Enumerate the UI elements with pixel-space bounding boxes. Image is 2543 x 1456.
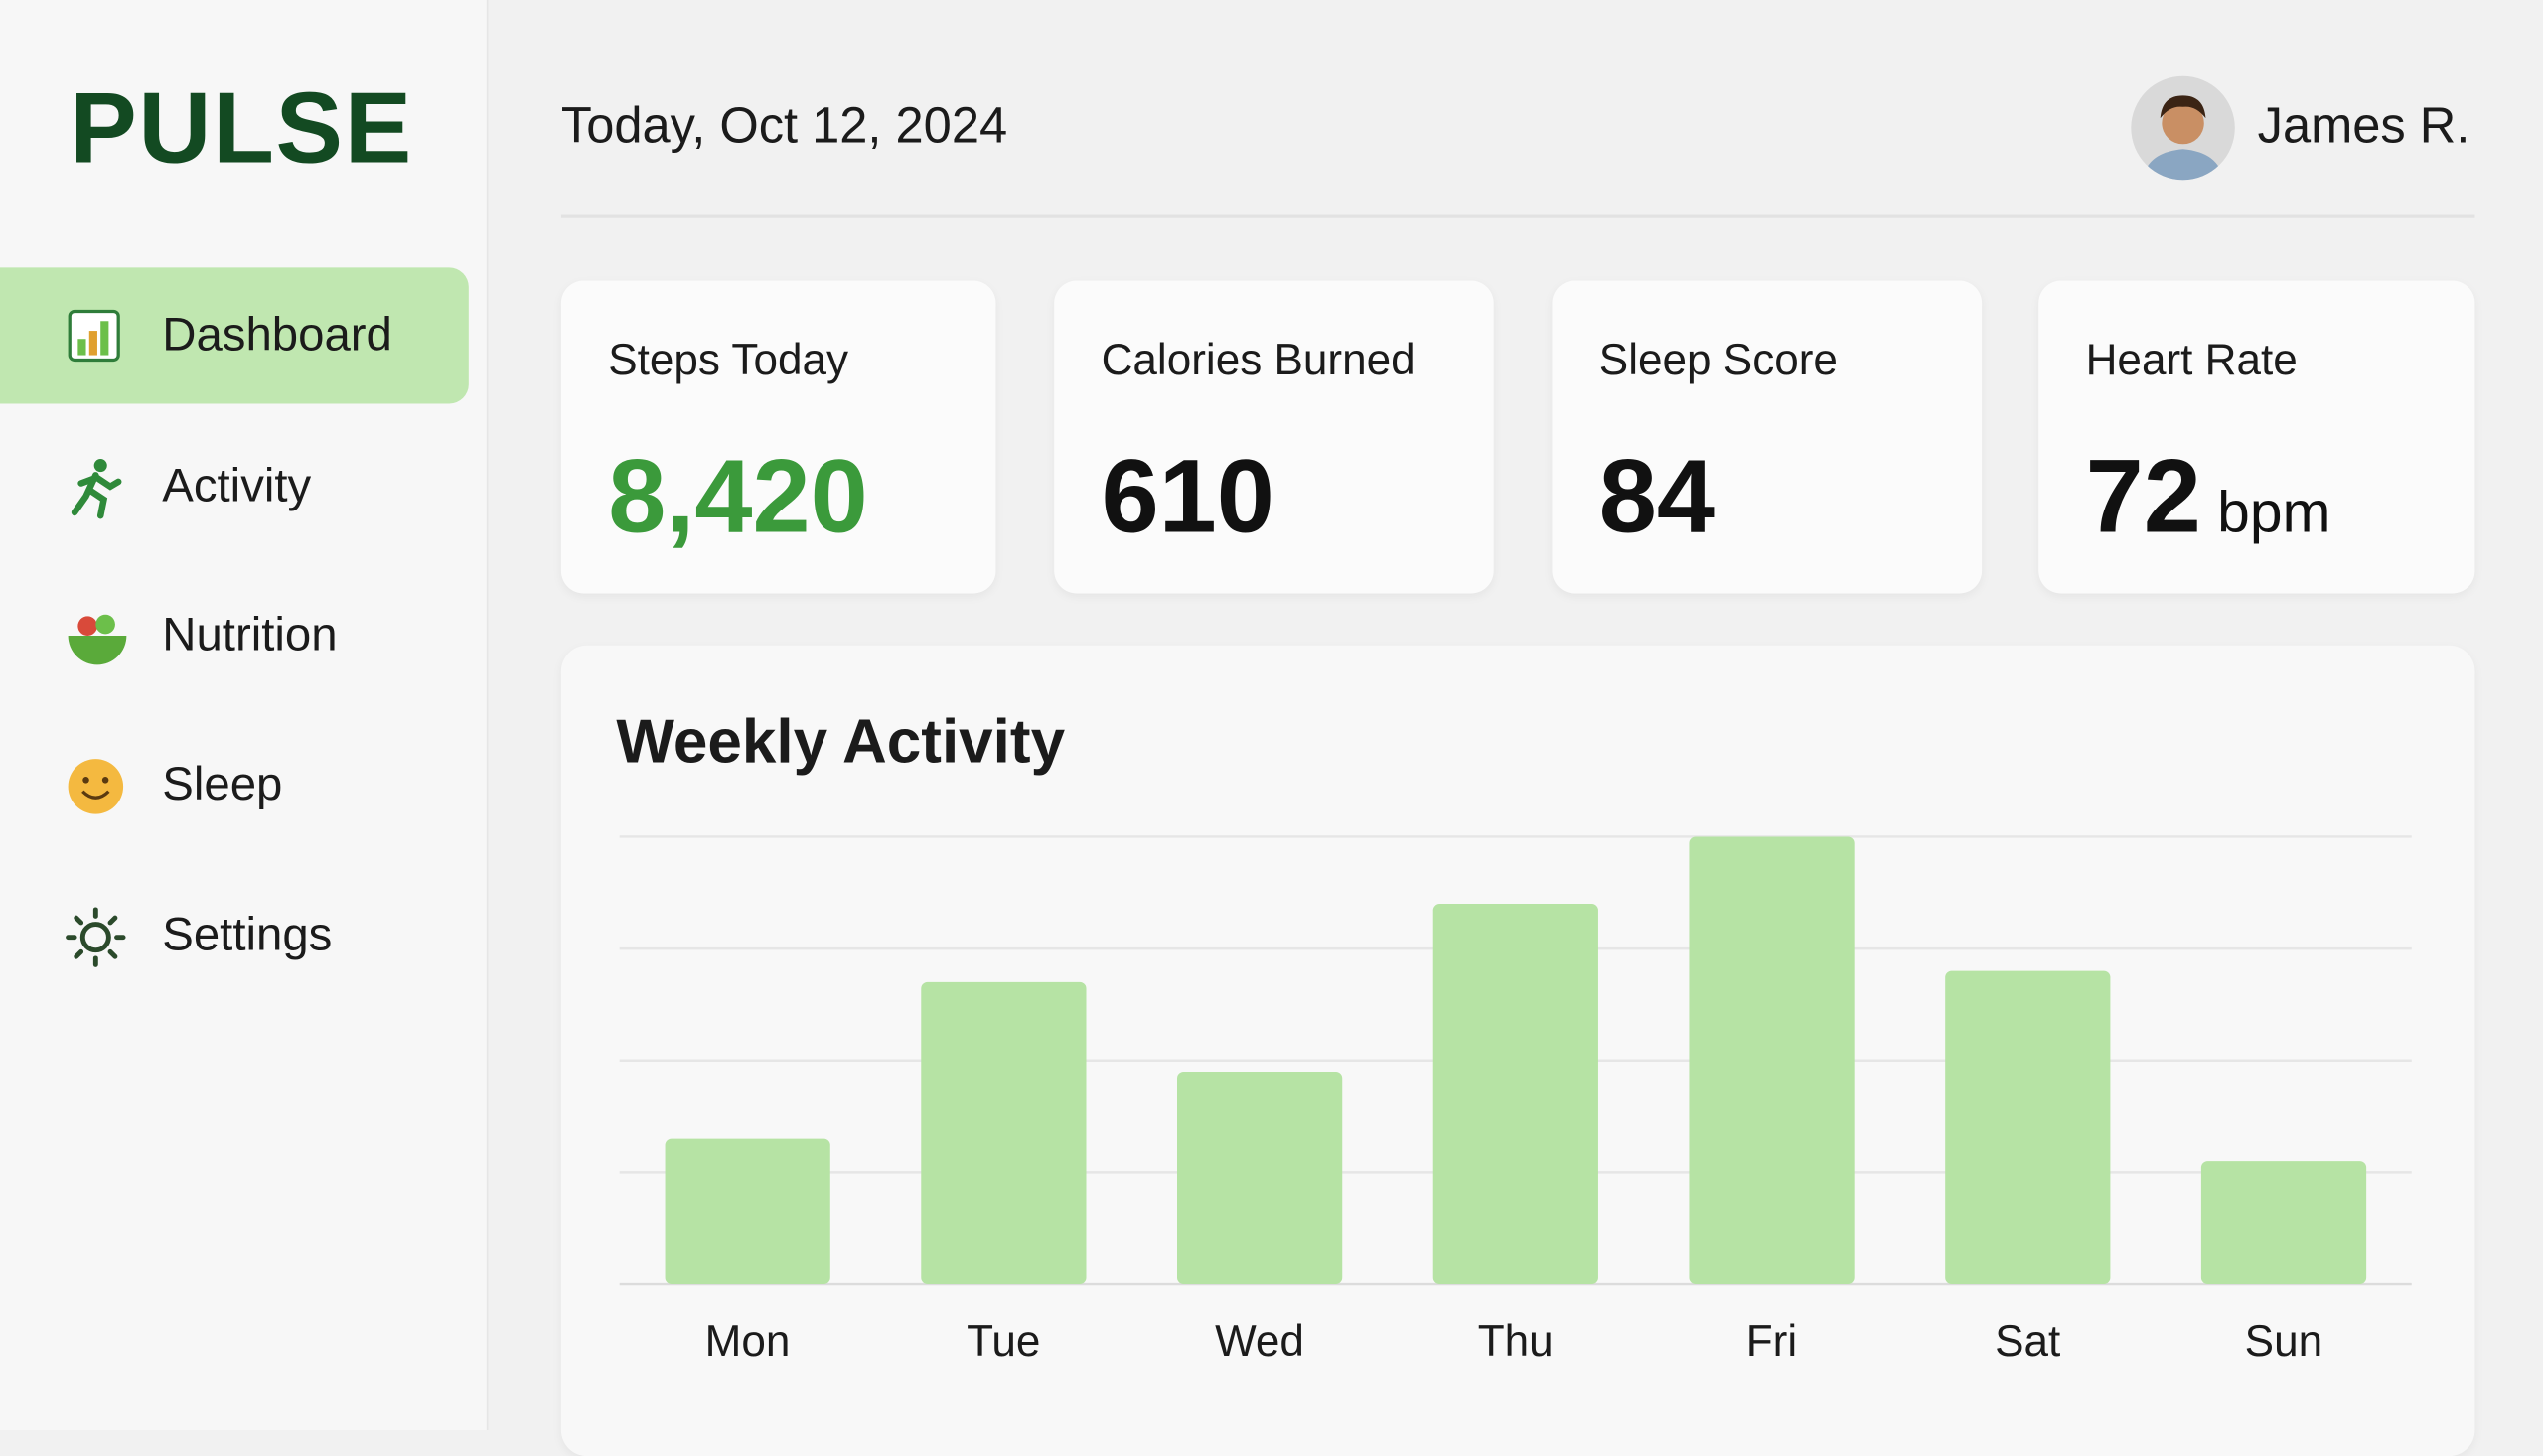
x-tick-label: Tue: [967, 1317, 1040, 1366]
card-value: 610: [1101, 437, 1274, 555]
nav-label: Nutrition: [162, 609, 338, 662]
x-tick-label: Wed: [1215, 1317, 1304, 1366]
icon: [68, 759, 124, 814]
icon: [68, 309, 120, 363]
x-tick-label: Sun: [2245, 1317, 2322, 1366]
icon: [71, 459, 122, 519]
nav-label: Activity: [162, 460, 312, 512]
nav-item[interactable]: Sleep: [0, 717, 469, 853]
divider: [560, 214, 2475, 218]
bar: [921, 981, 1087, 1285]
nav-label: Dashboard: [162, 309, 392, 363]
bar: [2200, 1161, 2367, 1285]
bar: [665, 1138, 830, 1285]
x-tick-label: Fri: [1746, 1317, 1797, 1366]
nav-label: Sleep: [162, 759, 283, 811]
sidebar: PULSE Dashboard Activity Nutrition Sleep…: [0, 0, 489, 1430]
card-value: 8,420: [608, 437, 868, 555]
icon: [66, 907, 126, 967]
nav-item[interactable]: Activity: [0, 418, 469, 554]
card-title: Sleep Score: [1598, 335, 1838, 384]
user-name[interactable]: James R.: [2257, 96, 2470, 155]
nav-item[interactable]: Dashboard: [0, 267, 469, 404]
stat-card: Calories Burned 610: [1054, 280, 1494, 594]
x-tick-label: Thu: [1478, 1317, 1554, 1366]
date: Today, Oct 12, 2024: [560, 96, 1008, 155]
card-value: 84: [1598, 437, 1716, 555]
card-unit: bpm: [2217, 478, 2331, 545]
card-title: Steps Today: [608, 335, 849, 384]
nav-label: Settings: [162, 909, 333, 962]
stat-card: Steps Today 8,420: [560, 280, 996, 594]
chart-title: Weekly Activity: [616, 707, 1065, 776]
nav-item[interactable]: Settings: [0, 867, 469, 1003]
icon: [68, 614, 127, 665]
bar: [1945, 970, 2111, 1285]
card-title: Heart Rate: [2085, 335, 2298, 384]
stat-card: Sleep Score 84: [1552, 280, 1983, 594]
bar: [1689, 836, 1855, 1285]
avatar[interactable]: [2130, 74, 2237, 182]
card-title: Calories Burned: [1101, 335, 1416, 384]
stat-card: Heart Rate 72 bpm: [2038, 280, 2475, 594]
card-value: 72: [2085, 437, 2201, 555]
card-value-row: 72 bpm: [2086, 436, 2331, 556]
bar: [1177, 1072, 1343, 1285]
x-tick-label: Mon: [705, 1317, 791, 1366]
logo: PULSE: [70, 73, 413, 186]
x-tick-label: Sat: [1995, 1317, 2060, 1366]
bar: [1432, 904, 1598, 1285]
nav-item[interactable]: Nutrition: [0, 567, 469, 703]
